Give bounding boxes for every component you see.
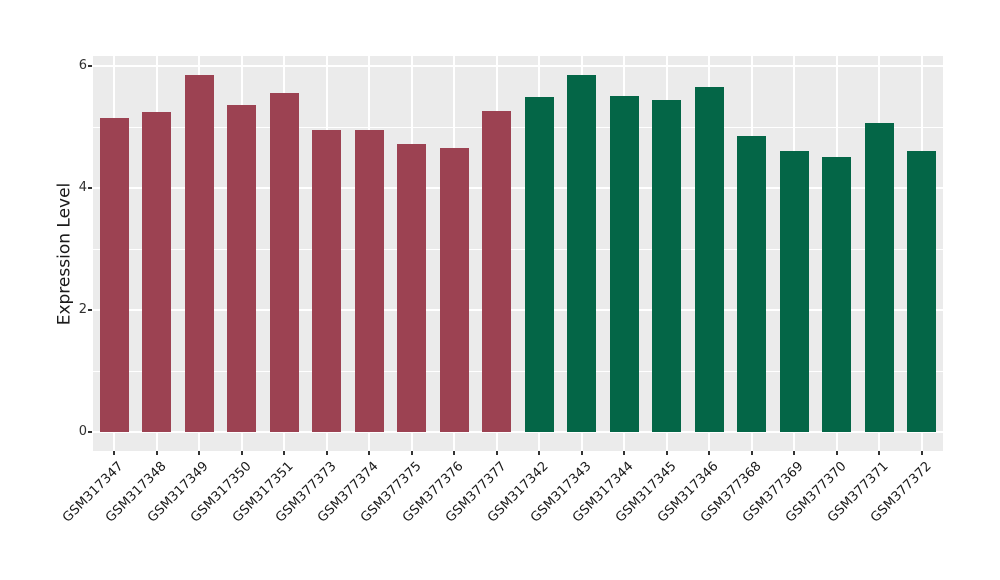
x-tick-mark (240, 451, 243, 455)
x-tick-mark (793, 451, 796, 455)
bar-GSM317350 (227, 105, 257, 432)
x-tick-mark (495, 451, 498, 455)
bar-GSM377372 (907, 151, 937, 432)
bar-GSM377370 (822, 156, 852, 432)
bar-GSM377374 (354, 130, 384, 432)
y-tick-mark (88, 65, 92, 67)
bar-GSM317345 (652, 100, 682, 432)
x-tick-mark (750, 451, 753, 455)
gridline-major (93, 431, 943, 433)
bar-GSM377376 (439, 147, 469, 432)
bar-GSM317342 (524, 97, 554, 432)
x-tick-mark (325, 451, 328, 455)
gridline-minor (93, 371, 943, 372)
x-tick-mark (623, 451, 626, 455)
x-tick-mark (453, 451, 456, 455)
x-tick-mark (878, 451, 881, 455)
y-tick-mark (88, 187, 92, 189)
gridline-minor (93, 249, 943, 250)
bar-GSM317347 (99, 117, 129, 432)
x-tick-mark (920, 451, 923, 455)
x-tick-mark (708, 451, 711, 455)
bar-GSM377375 (397, 144, 427, 432)
x-tick-mark (538, 451, 541, 455)
gridline-major (93, 65, 943, 67)
y-tick-label: 0 (78, 424, 87, 439)
bar-GSM377369 (779, 151, 809, 432)
bar-GSM317349 (184, 75, 214, 432)
bar-GSM377373 (312, 130, 342, 432)
bar-GSM317344 (609, 95, 639, 432)
gridline-major (93, 187, 943, 189)
x-tick-mark (155, 451, 158, 455)
plot-panel (93, 56, 943, 451)
y-tick-label: 6 (78, 58, 87, 73)
y-tick-mark (88, 309, 92, 311)
x-tick-mark (665, 451, 668, 455)
bar-GSM317348 (142, 111, 172, 432)
x-tick-mark (198, 451, 201, 455)
x-tick-mark (113, 451, 116, 455)
y-tick-label: 4 (78, 180, 87, 195)
y-tick-mark (88, 431, 92, 433)
x-tick-mark (283, 451, 286, 455)
y-tick-label: 2 (78, 302, 87, 317)
gridline-minor (93, 127, 943, 128)
bar-GSM317346 (694, 87, 724, 432)
x-tick-mark (835, 451, 838, 455)
y-axis-title: Expression Level (54, 182, 75, 326)
bar-GSM317351 (269, 92, 299, 432)
x-tick-mark (410, 451, 413, 455)
bar-GSM377368 (737, 135, 767, 432)
x-tick-mark (580, 451, 583, 455)
gridline-major (93, 309, 943, 311)
bar-GSM377371 (864, 122, 894, 432)
x-tick-mark (368, 451, 371, 455)
bar-GSM317343 (567, 75, 597, 432)
bar-GSM377377 (482, 111, 512, 432)
